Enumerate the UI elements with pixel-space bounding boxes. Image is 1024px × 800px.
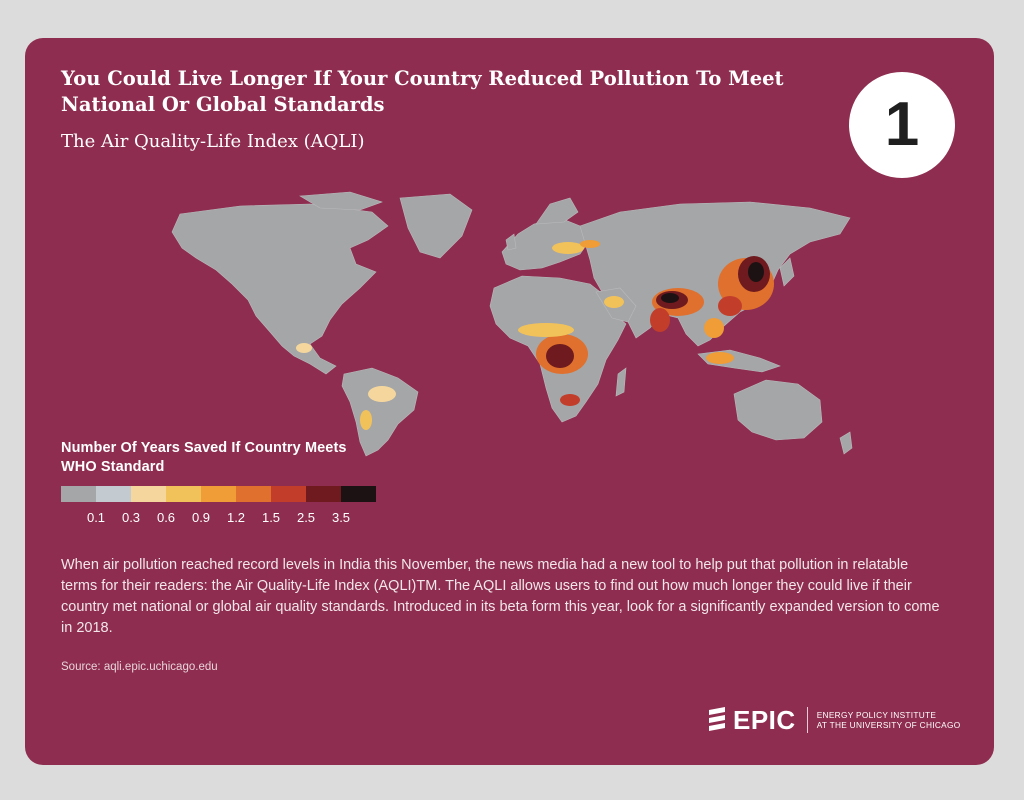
legend-tick: 0.1: [86, 510, 106, 525]
legend-color-bar: [61, 486, 376, 502]
south-america: [341, 367, 419, 457]
source-note: Source: aqli.epic.uchicago.edu: [61, 661, 218, 673]
legend-swatch: [271, 486, 306, 502]
logo-institute-name: ENERGY POLICY INSTITUTE AT THE UNIVERSIT…: [817, 710, 961, 731]
pollution-hotspots: [296, 240, 774, 430]
legend-tick: 3.5: [331, 510, 351, 525]
land-masses: [171, 191, 853, 457]
legend-tick: 2.5: [296, 510, 316, 525]
new-zealand: [839, 431, 853, 455]
north-america: [171, 203, 389, 375]
logo-wordmark: EPIC: [733, 705, 796, 735]
legend-swatch: [61, 486, 96, 502]
legend-tick: 1.2: [226, 510, 246, 525]
legend-swatch: [166, 486, 201, 502]
legend-tick: 1.5: [261, 510, 281, 525]
infographic-card: You Could Live Longer If Your Country Re…: [25, 38, 994, 765]
logo-divider: [806, 707, 808, 733]
legend-swatch: [306, 486, 341, 502]
legend-tick: 0.9: [191, 510, 211, 525]
japan: [779, 257, 795, 287]
arctic-islands: [299, 191, 383, 211]
scandinavia: [535, 197, 579, 225]
madagascar: [615, 367, 627, 397]
page-title: You Could Live Longer If Your Country Re…: [61, 67, 784, 116]
australia: [733, 379, 823, 441]
legend-swatch: [131, 486, 166, 502]
number-badge: 1: [849, 72, 955, 178]
page-subtitle: The Air Quality-Life Index (AQLI): [61, 131, 365, 152]
logo-line-1: ENERGY POLICY INSTITUTE: [816, 709, 937, 720]
legend-tick: 0.3: [121, 510, 141, 525]
legend-tick: 0.6: [156, 510, 176, 525]
epic-logo-icon: [709, 707, 725, 731]
legend-title: Number Of Years Saved If Country Meets W…: [61, 440, 347, 475]
body-paragraph: When air pollution reached record levels…: [61, 557, 940, 636]
epic-logo: EPIC ENERGY POLICY INSTITUTE AT THE UNIV…: [707, 705, 960, 735]
legend-swatch: [236, 486, 271, 502]
greenland: [399, 193, 473, 259]
world-map: [171, 191, 853, 457]
logo-line-2: AT THE UNIVERSITY OF CHICAGO: [816, 720, 961, 730]
legend-tick-labels: 0.1 0.3 0.6 0.9 1.2 1.5 2.5 3.5: [25, 510, 425, 528]
legend-swatch: [201, 486, 236, 502]
legend-swatch: [96, 486, 131, 502]
legend-swatch: [341, 486, 376, 502]
uk: [505, 233, 517, 251]
